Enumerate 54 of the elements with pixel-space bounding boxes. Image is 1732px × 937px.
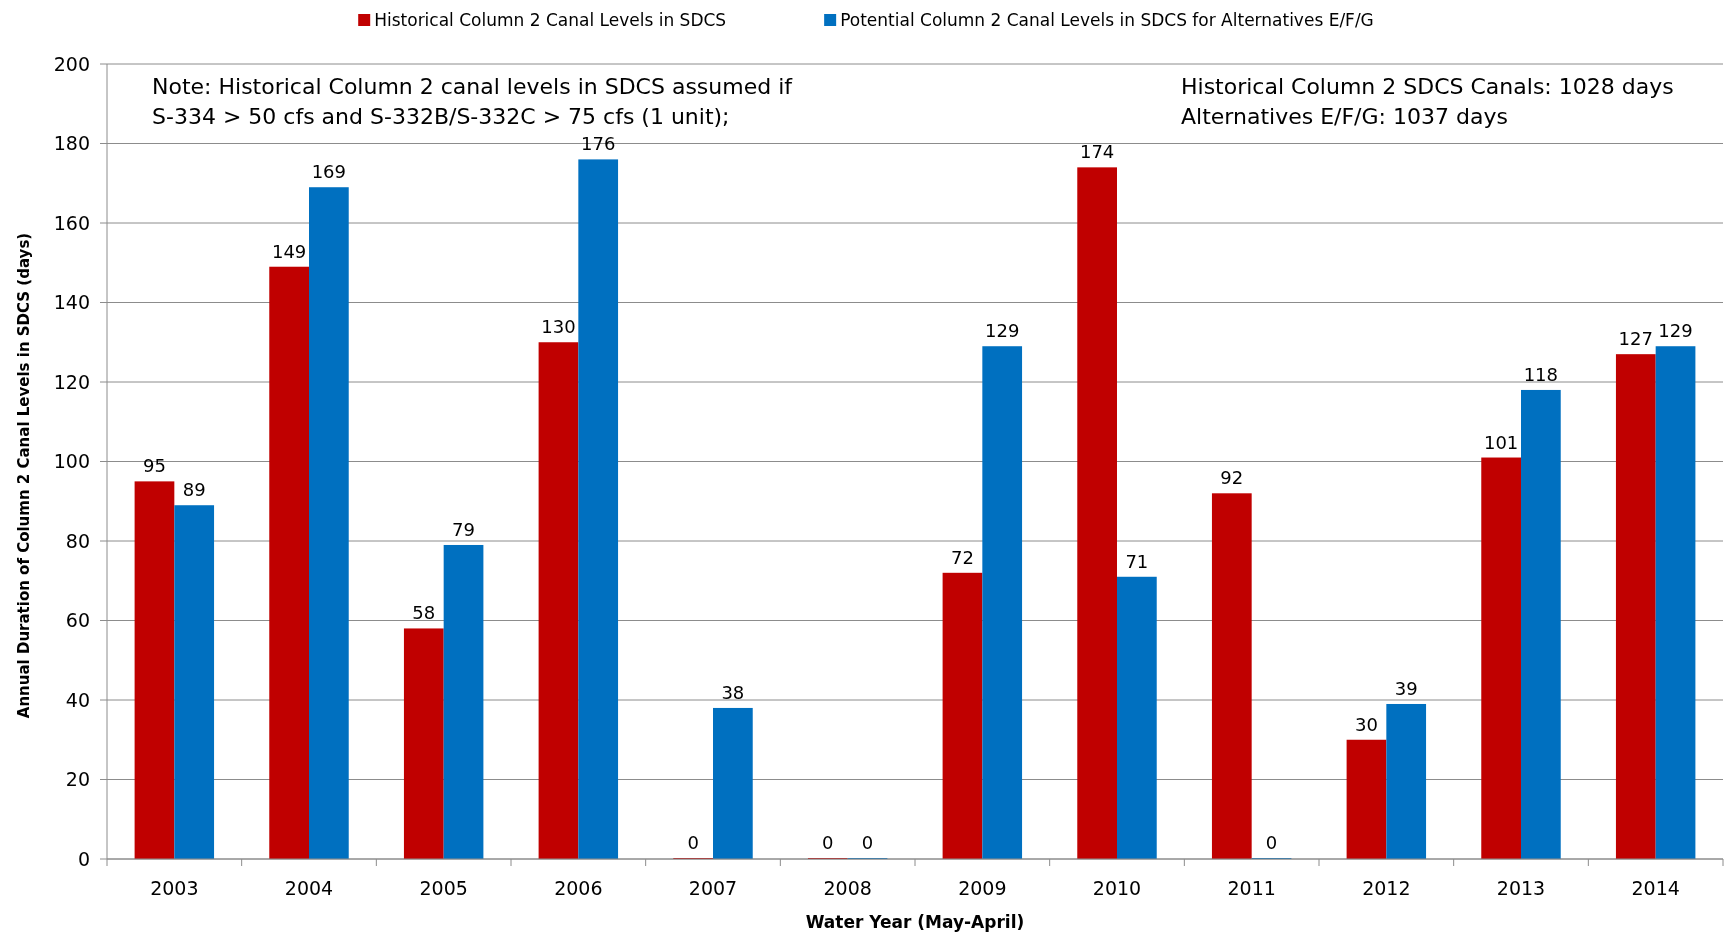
data-label: 0 [687, 832, 699, 853]
x-tick-label: 2012 [1362, 877, 1411, 899]
x-tick-label: 2005 [419, 877, 468, 899]
x-tick-label: 2008 [823, 877, 872, 899]
data-label: 71 [1125, 550, 1149, 572]
data-label: 72 [951, 546, 974, 568]
data-label: 89 [182, 479, 206, 501]
data-label: 58 [412, 602, 436, 624]
annotation: Alternatives E/F/G: 1037 days [1181, 104, 1508, 129]
data-label: 95 [143, 455, 166, 477]
y-tick-label: 120 [53, 370, 90, 393]
y-tick-label: 60 [65, 609, 90, 632]
y-tick-label: 80 [65, 529, 90, 552]
data-label: 129 [1658, 320, 1693, 342]
data-label: 149 [271, 240, 307, 262]
x-tick-label: 2011 [1227, 877, 1276, 899]
data-label: 0 [822, 832, 834, 853]
y-tick-label: 180 [53, 132, 90, 155]
legend-label: Historical Column 2 Canal Levels in SDCS [374, 9, 727, 30]
data-label: 176 [581, 133, 616, 155]
data-label: 174 [1079, 141, 1115, 163]
x-tick-label: 2006 [554, 877, 603, 899]
legend-label: Potential Column 2 Canal Levels in SDCS for Alternatives E/F/G [840, 9, 1374, 30]
data-label: 30 [1355, 713, 1378, 735]
data-label: 118 [1523, 363, 1559, 385]
data-label: 101 [1483, 431, 1519, 453]
y-tick-label: 160 [53, 211, 90, 234]
data-label: 38 [721, 681, 745, 703]
data-label: 0 [861, 832, 874, 853]
x-tick-label: 2013 [1496, 877, 1546, 899]
data-label: 79 [452, 518, 475, 540]
data-label: 92 [1220, 467, 1244, 489]
x-tick-label: 2010 [1092, 877, 1142, 899]
data-label: 39 [1394, 677, 1418, 699]
data-label: 127 [1618, 328, 1653, 350]
y-tick-label: 40 [65, 688, 90, 711]
annotation: Historical Column 2 SDCS Canals: 1028 days [1181, 74, 1674, 99]
x-tick-label: 2003 [150, 877, 199, 899]
x-tick-label: 2004 [284, 877, 334, 899]
x-tick-label: 2009 [958, 877, 1007, 899]
x-axis-title: Water Year (May-April) [805, 912, 1025, 932]
y-tick-label: 100 [53, 450, 90, 473]
x-tick-label: 2007 [688, 877, 738, 899]
y-tick-label: 0 [77, 847, 90, 870]
data-label: 0 [1265, 832, 1278, 853]
y-axis-title: Annual Duration of Column 2 Canal Levels in SDCS (days) [15, 232, 33, 719]
data-label: 129 [985, 320, 1020, 342]
data-label: 169 [311, 161, 347, 183]
annotation: Note: Historical Column 2 canal levels in SDCS assumed if S-334 > 50 cfs and S-332B/S-332C > 75 cfs (1 unit); [152, 74, 794, 129]
y-tick-label: 140 [53, 291, 90, 314]
x-tick-label: 2014 [1631, 877, 1680, 899]
y-tick-label: 200 [53, 52, 90, 75]
y-tick-label: 20 [65, 768, 90, 791]
data-label: 130 [541, 316, 576, 338]
